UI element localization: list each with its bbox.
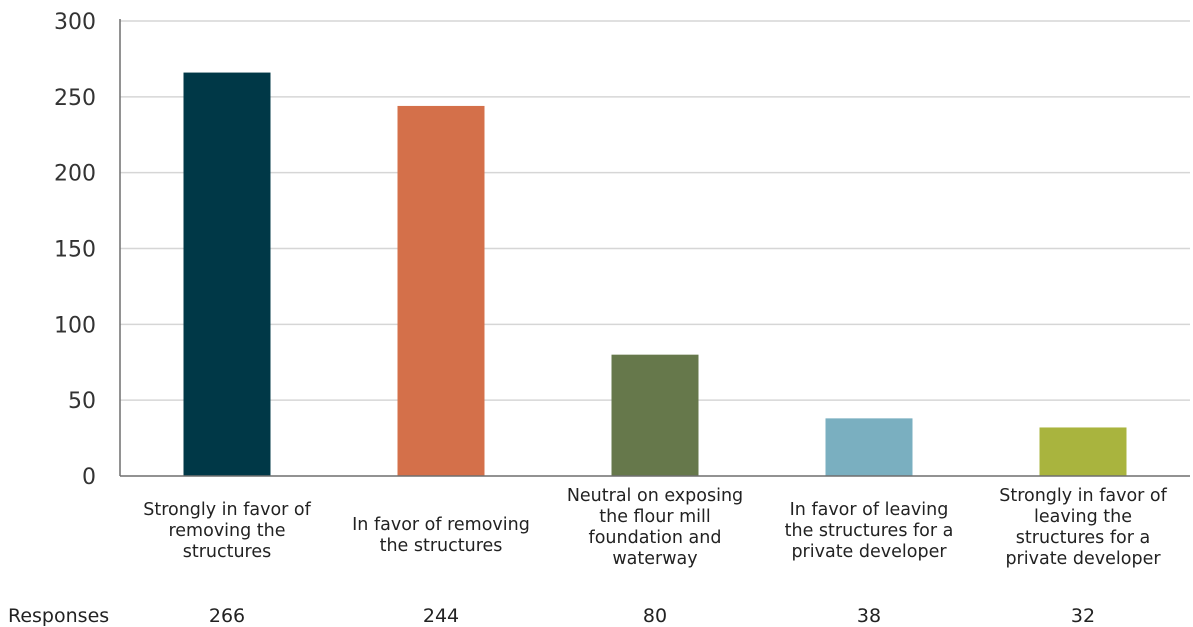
response-counts: 266 244 80 38 32 [209,605,1095,627]
bar [397,105,485,476]
responses-row-label: Responses [8,605,109,627]
bar [183,72,271,477]
y-tick-label: 50 [68,389,96,414]
bars [183,72,1127,477]
category-label: Strongly in favor of removing the structur… [143,500,311,562]
y-tick-label: 100 [54,313,96,338]
y-axis-ticks: 0 50 100 150 200 250 300 [54,10,96,490]
y-tick-label: 0 [82,465,96,490]
category-label: Neutral on exposing the flour mill foundat… [567,486,743,569]
gridlines [120,20,1190,401]
bar [611,354,699,476]
response-count: 266 [209,605,245,627]
response-count: 32 [1071,605,1095,627]
y-tick-label: 150 [54,238,96,263]
bar [1039,427,1127,476]
response-count: 80 [643,605,667,627]
bar [825,418,913,476]
y-tick-label: 300 [54,10,96,35]
category-labels: Strongly in favor of removing the structur… [143,486,1167,569]
response-count: 38 [857,605,881,627]
y-tick-label: 250 [54,86,96,111]
category-label: In favor of removing the structures [352,515,530,556]
response-count: 244 [423,605,459,627]
category-label: Strongly in favor of leaving the structure… [999,486,1167,569]
y-tick-label: 200 [54,162,96,187]
